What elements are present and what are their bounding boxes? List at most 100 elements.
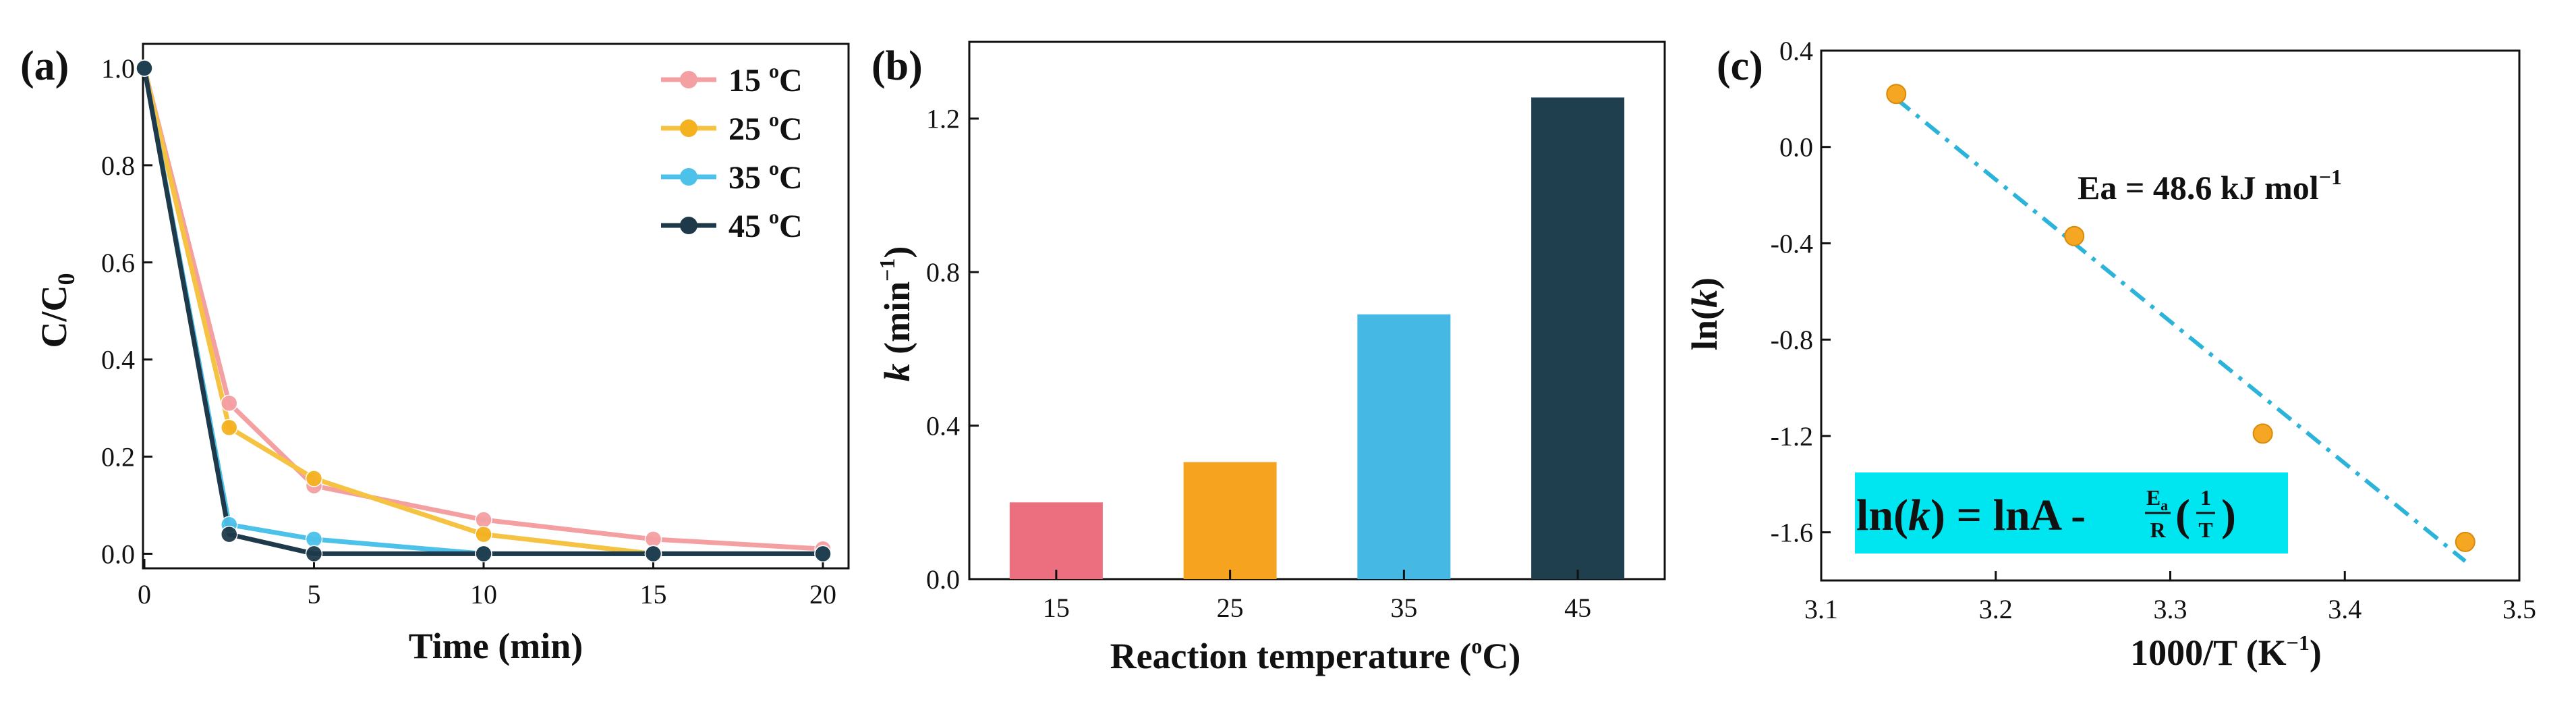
series-point-3	[136, 59, 153, 77]
panel-a-xtick: 5	[308, 579, 321, 610]
panel-b-xtick: 35	[1390, 593, 1417, 623]
panel-a-legend: 15 oC 25 oC 35 oC 45 oC	[728, 60, 803, 244]
panel-a-ytick: 1.0	[101, 53, 135, 84]
data-point	[2455, 531, 2475, 552]
panel-b-ylabel-unit: (min	[877, 281, 917, 364]
panel-c-ylabel-end: )	[1684, 277, 1725, 290]
panel-b-xlabel-end: C)	[1482, 636, 1520, 676]
panel-c-xlabel-end: )	[2310, 632, 2322, 673]
arrhenius-equation-box: ln(k) = lnA - Ea R ( 1 T )	[1855, 472, 2288, 553]
panel-b-ylabel: k (min−1)	[875, 246, 917, 382]
bar-15	[1009, 502, 1103, 579]
series-line-3	[142, 67, 823, 556]
series-line-0	[142, 67, 824, 551]
panel-c-xtick: 3.2	[1979, 594, 2013, 624]
legend-label-num: 15	[728, 63, 769, 99]
legend-label-unit: C	[779, 111, 803, 147]
equation-mid: ) = lnA -	[1930, 491, 2097, 540]
panel-a-ylabel-sub: 0	[53, 273, 80, 286]
panel-a-xtick: 0	[138, 579, 151, 610]
legend-label-num: 45	[728, 209, 769, 244]
panel-c-ylabel: ln(k)	[1684, 277, 1725, 350]
panel-a-ytick: 0.4	[101, 345, 135, 375]
annotation-sup: −1	[2319, 165, 2342, 189]
legend-label-unit: C	[779, 63, 803, 99]
panel-c-ylabel-main: ln(	[1684, 308, 1725, 350]
panel-a-ytick: 0.0	[101, 539, 135, 569]
panel-c-ylabel-k: k	[1684, 290, 1725, 308]
series-line-1	[142, 67, 823, 556]
legend-label-num: 35	[728, 160, 769, 196]
panel-b-xlabel-deg: o	[1471, 634, 1482, 658]
panel-c-ytick: -1.6	[1771, 518, 1813, 548]
panel-b-ytick: 0.0	[926, 564, 960, 595]
series-point-1	[221, 418, 238, 437]
panel-a-xtick: 20	[809, 579, 836, 610]
data-point	[2064, 225, 2085, 246]
series-point-0	[221, 394, 238, 412]
panel-b-xtick: 45	[1564, 593, 1591, 623]
legend-label-deg: o	[769, 157, 779, 180]
legend-marker-2	[680, 168, 697, 186]
bar-25	[1183, 462, 1277, 579]
panel-b-xtick: 25	[1217, 593, 1244, 623]
series-point-3	[814, 545, 832, 563]
equation-ln: ln(	[1856, 491, 1908, 540]
panel-b-xtick: 15	[1043, 593, 1070, 623]
panel-c-xtick: 3.5	[2502, 594, 2536, 624]
panel-c-xtick: 3.4	[2328, 594, 2362, 624]
legend-label-25c: 25 oC	[728, 109, 803, 147]
equation-k: k	[1908, 491, 1930, 540]
panel-c-xlabel-main: 1000/T (K	[2130, 632, 2287, 673]
equation-paren-close: )	[2221, 491, 2236, 540]
equation-ea-sub: a	[2160, 497, 2168, 514]
equation-frac2-num: 1	[2200, 485, 2211, 510]
series-point-1	[475, 525, 492, 543]
panel-b-ytick: 0.8	[926, 257, 960, 288]
legend-marker-3	[680, 217, 697, 234]
equation-frac2-den: T	[2198, 518, 2212, 542]
panel-b-label: (b)	[871, 43, 923, 89]
series-point-2	[305, 531, 323, 548]
panel-b-ylabel-k: k	[877, 363, 917, 381]
panel-c-ytick: 0.4	[1779, 36, 1813, 66]
panel-a-ylabel: C/C0	[34, 273, 80, 348]
panel-b-xlabel-main: Reaction temperature (	[1110, 636, 1472, 676]
legend-label-deg: o	[769, 109, 779, 131]
equation-frac-num: Ea	[2146, 485, 2168, 514]
panel-a-ylabel-main: C/C	[34, 286, 74, 348]
series-point-3	[221, 525, 238, 543]
panel-c-scatter-chart: (c) 0.4 0.0 -0.4 -0.8 -1.2 -1.6 3.1 3.2 …	[1684, 36, 2536, 673]
data-point	[2252, 423, 2273, 444]
panel-b-xlabel: Reaction temperature (oC)	[1110, 634, 1521, 676]
panel-a-frame	[142, 43, 850, 570]
series-point-3	[475, 545, 492, 563]
legend-label-45c: 45 oC	[728, 206, 803, 244]
panel-c-xtick: 3.3	[2154, 594, 2187, 624]
series-point-1	[305, 470, 323, 487]
series-point-3	[305, 545, 323, 563]
legend-label-35c: 35 oC	[728, 157, 803, 196]
equation-background	[1855, 472, 2288, 553]
legend-marker-1	[680, 119, 697, 137]
panel-c-xtick: 3.1	[1804, 594, 1838, 624]
series-line-2	[142, 67, 823, 556]
legend-label-deg: o	[769, 206, 779, 228]
panel-c-ytick: -1.2	[1771, 421, 1813, 452]
panel-c-ytick: -0.4	[1771, 228, 1813, 259]
panel-b-ytick: 0.4	[926, 411, 960, 441]
legend-label-unit: C	[779, 160, 803, 196]
bar-35	[1357, 314, 1451, 579]
panel-b-frame	[968, 40, 1666, 580]
panel-a-ytick: 0.6	[101, 248, 135, 278]
legend-marker-0	[680, 71, 697, 88]
fit-line	[1895, 97, 2467, 563]
panel-a-line-chart: (a) 0.0 0.2 0.4 0.6 0.8 1.0 0 5 10 15 20…	[20, 43, 850, 666]
panel-a-xtick: 10	[470, 579, 497, 610]
equation-ea-main: E	[2146, 485, 2160, 510]
data-point	[1886, 84, 1907, 105]
panel-a-xlabel: Time (min)	[409, 626, 583, 666]
legend-label-15c: 15 oC	[728, 60, 803, 99]
panel-c-ytick: -0.8	[1771, 325, 1813, 355]
